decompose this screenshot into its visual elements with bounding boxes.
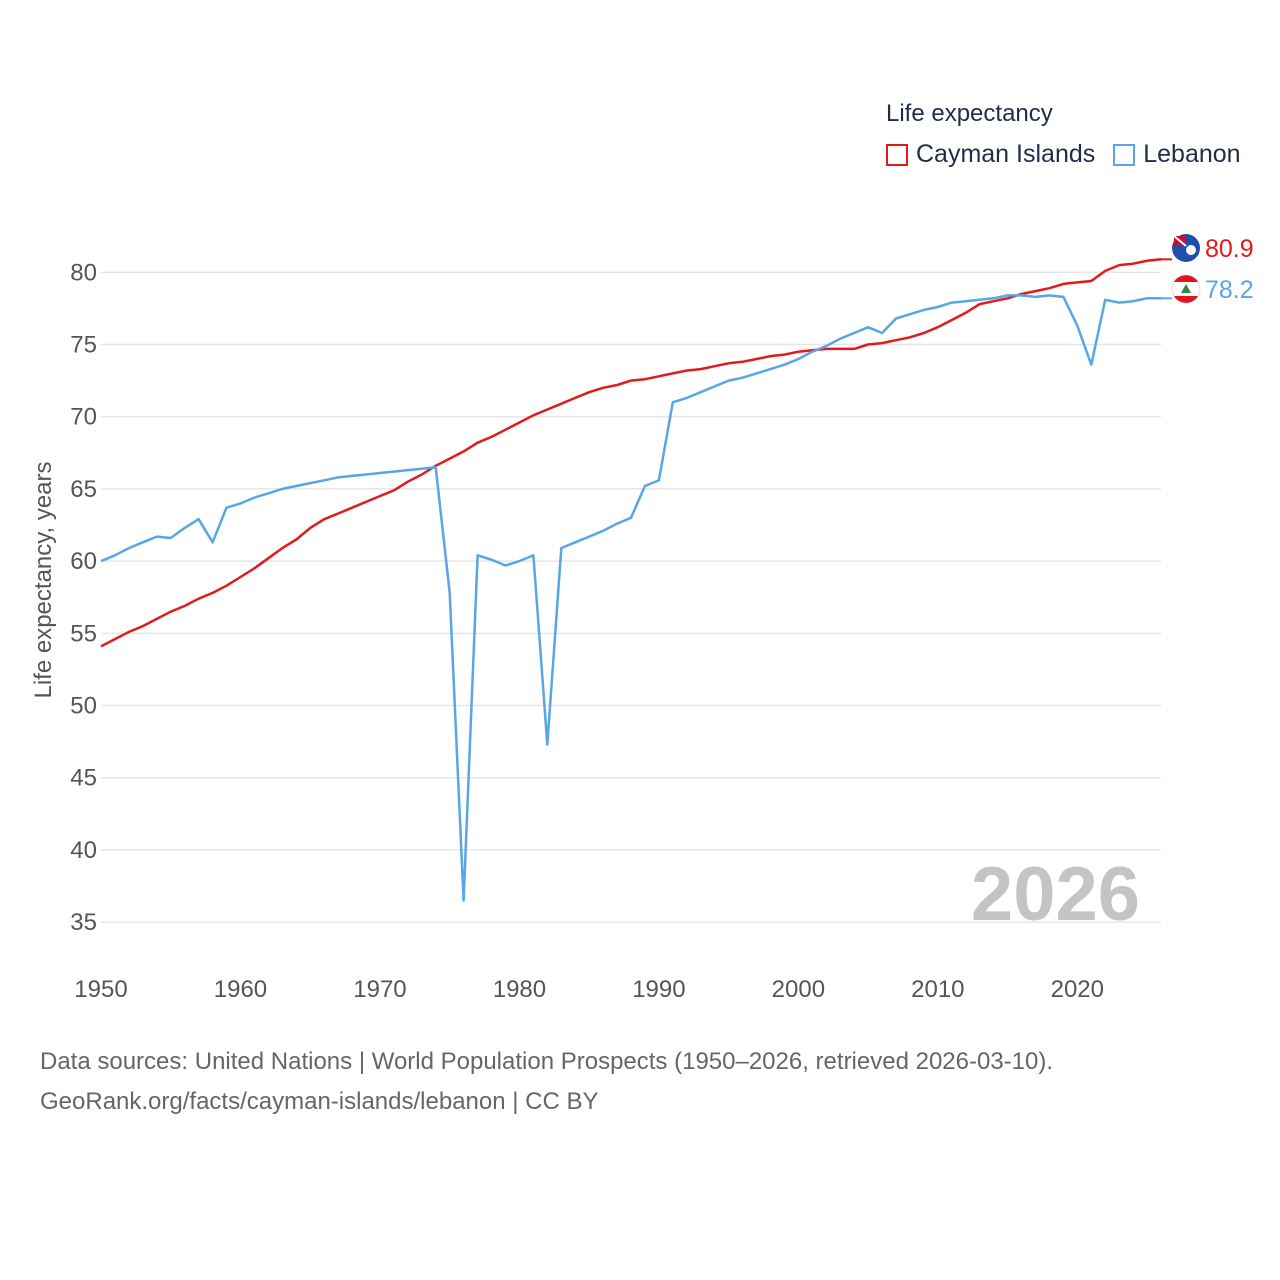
- legend-label-lebanon: Lebanon: [1143, 140, 1241, 168]
- x-tick-label-2000: 2000: [772, 976, 825, 1003]
- legend-item-lebanon[interactable]: Lebanon: [1113, 140, 1241, 169]
- y-tick-label-35: 35: [70, 909, 97, 936]
- legend-title: Life expectancy: [886, 100, 1053, 127]
- end-markers: 80.9 78.2: [1161, 234, 1254, 304]
- y-tick-label-40: 40: [70, 837, 97, 864]
- x-tick-label-1960: 1960: [214, 976, 267, 1003]
- x-tick-label-2020: 2020: [1051, 976, 1104, 1003]
- y-axis-title: Life expectancy, years: [30, 461, 57, 698]
- y-tick-label-45: 45: [70, 765, 97, 792]
- life-expectancy-chart: 35 40 45 50 55 60 65 70 75 80 1950 1960 1970 1980 199…: [30, 234, 1254, 1003]
- y-tick-label-55: 55: [70, 620, 97, 647]
- data-series: [100, 258, 1162, 902]
- series-line-cayman-islands[interactable]: [100, 258, 1162, 648]
- gridlines: [101, 271, 1161, 923]
- legend-swatch-cayman-islands: [886, 143, 908, 166]
- x-tick-label-1990: 1990: [632, 976, 685, 1003]
- source-line-1: Data sources: United Nations | World Pop…: [40, 1048, 1054, 1075]
- x-tick-label-1950: 1950: [74, 976, 127, 1003]
- legend-label-cayman-islands: Cayman Islands: [916, 140, 1096, 168]
- legend: Life expectancy Cayman Islands Lebanon: [886, 100, 1241, 169]
- source-line-2[interactable]: GeoRank.org/facts/cayman-islands/lebanon…: [40, 1088, 599, 1115]
- series-line-lebanon[interactable]: [100, 294, 1161, 902]
- cayman-islands-flag-icon: [1172, 234, 1200, 262]
- x-tick-label-1970: 1970: [353, 976, 406, 1003]
- y-tick-label-70: 70: [70, 404, 97, 431]
- y-tick-label-65: 65: [70, 476, 97, 503]
- y-tick-label-50: 50: [70, 693, 97, 720]
- end-value-label-lebanon: 78.2: [1205, 276, 1254, 304]
- year-watermark: 2026: [971, 852, 1140, 937]
- legend-swatch-lebanon: [1113, 143, 1136, 166]
- y-axis-ticks: 35 40 45 50 55 60 65 70 75 80: [70, 259, 97, 936]
- y-tick-label-75: 75: [70, 332, 97, 359]
- source-note: Data sources: United Nations | World Pop…: [40, 1042, 1053, 1122]
- y-tick-label-60: 60: [70, 548, 97, 575]
- x-tick-label-2010: 2010: [911, 976, 964, 1003]
- lebanon-flag-icon: [1171, 274, 1201, 304]
- x-tick-label-1980: 1980: [493, 976, 546, 1003]
- end-value-label-cayman-islands: 80.9: [1205, 235, 1254, 263]
- x-axis-ticks: 1950 1960 1970 1980 1990 2000 2010 2020: [74, 976, 1104, 1003]
- legend-item-cayman-islands[interactable]: Cayman Islands: [886, 140, 1095, 169]
- y-tick-label-80: 80: [70, 259, 97, 286]
